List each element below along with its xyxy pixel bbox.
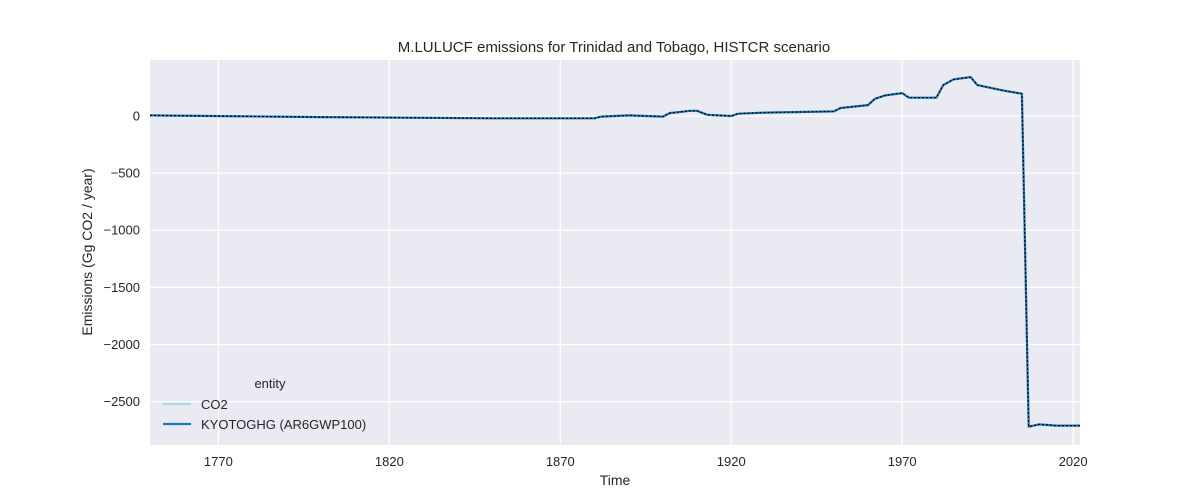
chart-title: M.LULUCF emissions for Trinidad and Toba… (398, 39, 830, 56)
y-tick-label: −2500 (103, 394, 140, 409)
y-tick-label: −1500 (103, 280, 140, 295)
y-tick-label: 0 (133, 108, 140, 123)
x-tick-label: 1820 (375, 454, 404, 469)
y-tick-labels: 0 −500 −1000 −1500 −2000 −2500 (103, 108, 140, 409)
y-tick-label: −2000 (103, 337, 140, 352)
legend: entity CO2 KYOTOGHG (AR6GWP100) (163, 376, 366, 432)
series-line-kyotoghg (149, 75, 1080, 428)
grid-lines (150, 60, 1080, 445)
legend-label-kyotoghg: KYOTOGHG (AR6GWP100) (201, 417, 366, 432)
y-axis-label: Emissions (Gg CO2 / year) (79, 168, 95, 335)
x-tick-label: 2020 (1059, 454, 1088, 469)
legend-title: entity (254, 376, 286, 391)
series-lines (149, 75, 1080, 428)
legend-label-co2: CO2 (201, 397, 228, 412)
x-tick-label: 1970 (888, 454, 917, 469)
x-axis-label: Time (600, 472, 631, 488)
y-tick-label: −1000 (103, 223, 140, 238)
x-tick-labels: 1770 1820 1870 1920 1970 2020 (204, 454, 1088, 469)
x-tick-label: 1870 (546, 454, 575, 469)
y-tick-label: −500 (111, 166, 140, 181)
plot-area (150, 60, 1080, 445)
x-tick-label: 1920 (717, 454, 746, 469)
x-tick-label: 1770 (204, 454, 233, 469)
